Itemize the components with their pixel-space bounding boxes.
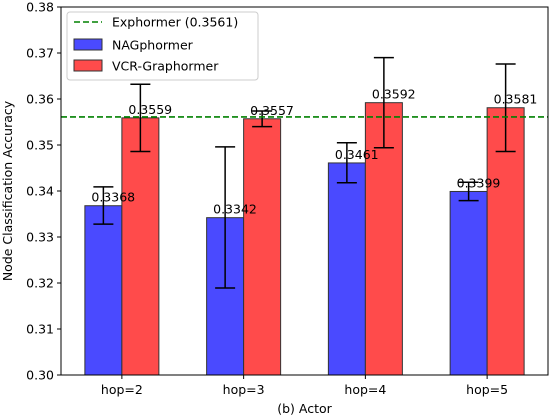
y-tick-label: 0.37 (26, 46, 54, 61)
y-tick-label: 0.36 (26, 92, 54, 107)
legend-box (66, 11, 259, 81)
x-axis-label: (b) Actor (277, 401, 332, 416)
y-axis-label: Node Classification Accuracy (0, 100, 15, 281)
errorbars-layer (93, 56, 516, 289)
bar-vcr-graphormer-hop=5 (486, 107, 525, 376)
x-tick-label: hop=3 (223, 382, 265, 397)
legend-label-vcr-graphormer: VCR-Graphormer (112, 59, 219, 74)
y-axis: 0.30 0.31 0.32 0.33 0.34 0.35 0.36 0.37 0.38 (26, 0, 61, 383)
data-label: 0.3342 (213, 202, 257, 217)
data-label: 0.3461 (335, 147, 379, 162)
legend-label-nagphormer: NAGphormer (112, 38, 194, 53)
y-tick-label: 0.33 (26, 230, 54, 245)
data-label: 0.3368 (91, 190, 135, 205)
value-labels-layer: 0.3368 0.3342 0.3461 0.3399 0.3559 0.3557 0.35… (91, 87, 537, 217)
legend-swatch-vcr-graphormer (73, 59, 103, 72)
data-label: 0.3557 (250, 103, 294, 118)
x-tick-label: hop=4 (344, 382, 386, 397)
bar-nagphormer-hop=5 (449, 190, 488, 376)
legend-label-exphormer: Exphormer (0.3561) (112, 15, 238, 30)
data-label: 0.3581 (494, 92, 538, 107)
data-label: 0.3399 (457, 175, 501, 190)
legend-swatch-nagphormer (73, 38, 103, 51)
legend: Exphormer (0.3561) NAGphormer VCR-Grapho… (66, 11, 259, 81)
y-tick-label: 0.38 (26, 0, 54, 15)
x-tick-label: hop=5 (466, 382, 508, 397)
x-tick-label: hop=2 (101, 382, 143, 397)
data-label: 0.3559 (128, 102, 172, 117)
y-tick-label: 0.35 (26, 138, 54, 153)
x-axis: hop=2 hop=3 hop=4 hop=5 (101, 375, 508, 397)
bar-vcr-graphormer-hop=2 (121, 117, 160, 376)
bar-vcr-graphormer-hop=3 (243, 118, 282, 376)
y-tick-label: 0.32 (26, 276, 54, 291)
bar-nagphormer-hop=2 (84, 205, 123, 376)
bar-nagphormer-hop=4 (327, 162, 366, 376)
y-tick-label: 0.30 (26, 368, 54, 383)
y-tick-label: 0.31 (26, 322, 54, 337)
y-tick-label: 0.34 (26, 184, 54, 199)
data-label: 0.3592 (372, 87, 416, 102)
